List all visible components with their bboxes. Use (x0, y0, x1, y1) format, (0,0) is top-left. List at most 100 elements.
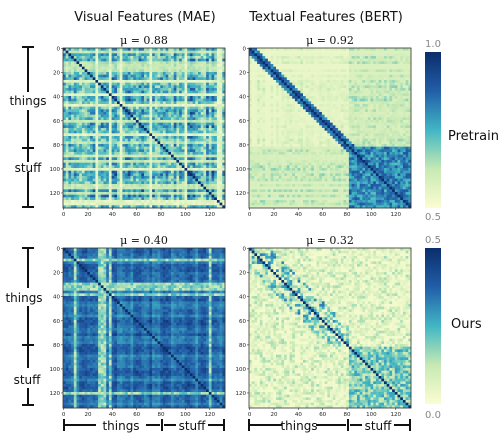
heatmap-cell (76, 125, 80, 129)
heatmap-cell (149, 56, 153, 59)
heatmap-cell (208, 168, 212, 171)
heatmap-cell (397, 56, 401, 59)
heatmap-cell (365, 101, 369, 105)
heatmap-cell (206, 114, 210, 118)
heatmap-cell (133, 64, 137, 67)
heatmap-cell (284, 50, 288, 54)
heatmap-cell (127, 144, 131, 147)
heatmap-cell (98, 170, 102, 174)
heatmap-cell (321, 104, 325, 107)
heatmap-cell (122, 157, 126, 161)
heatmap-cell (160, 194, 164, 198)
heatmap-cell (335, 72, 339, 75)
heatmap-cell (176, 176, 180, 179)
heatmap-cell (92, 181, 96, 185)
heatmap-cell (146, 157, 150, 161)
heatmap-cell (63, 160, 66, 163)
heatmap-cell (79, 186, 83, 190)
heatmap-cell (144, 72, 147, 75)
heatmap-cell (135, 53, 139, 57)
heatmap-cell (187, 80, 191, 83)
heatmap-cell (216, 48, 220, 51)
heatmap-cell (144, 114, 147, 118)
heatmap-cell (114, 69, 118, 73)
heatmap-cell (297, 69, 301, 73)
heatmap-cell (189, 192, 193, 195)
heatmap-cell (259, 85, 263, 89)
heatmap-cell (103, 149, 107, 153)
heatmap-cell (184, 125, 188, 129)
heatmap-cell (214, 125, 218, 129)
heatmap-cell (192, 160, 196, 163)
heatmap-cell (348, 93, 352, 97)
heatmap-cell (321, 58, 325, 62)
heatmap-cell (117, 69, 120, 73)
heatmap-cell (179, 202, 183, 206)
heatmap-cell (63, 130, 66, 134)
heatmap-cell (168, 125, 172, 129)
heatmap-cell (262, 85, 266, 89)
heatmap-cell (68, 152, 72, 155)
heatmap-cell (346, 56, 350, 59)
heatmap-cell (346, 74, 350, 78)
heatmap-cell (90, 120, 93, 123)
heatmap-cell (198, 192, 201, 195)
heatmap-cell (117, 189, 120, 193)
heatmap-cell (273, 96, 277, 99)
heatmap-cell (189, 170, 193, 174)
heatmap-cell (103, 202, 107, 206)
heatmap-cell (133, 122, 137, 126)
heatmap-cell (138, 93, 142, 97)
heatmap-cell (92, 125, 96, 129)
heatmap-cell (68, 149, 72, 153)
heatmap-cell (324, 90, 328, 94)
heatmap-cell (165, 106, 169, 110)
heatmap-cell (63, 53, 66, 57)
heatmap-cell (214, 154, 218, 158)
heatmap-cell (187, 157, 191, 161)
heatmap-cell (375, 82, 379, 86)
heatmap-cell (162, 130, 166, 134)
heatmap-cell (173, 141, 177, 145)
heatmap-cell (119, 80, 123, 83)
heatmap-cell (330, 74, 333, 78)
heatmap-cell (141, 200, 145, 203)
heatmap-cell (208, 152, 212, 155)
heatmap-cell (373, 98, 377, 102)
heatmap-cell (111, 149, 115, 153)
heatmap-cell (198, 56, 201, 59)
heatmap-cell (381, 96, 385, 99)
heatmap-cell (125, 205, 129, 209)
heatmap-cell (162, 69, 166, 73)
heatmap-cell (76, 192, 80, 195)
heatmap-cell (133, 184, 137, 187)
heatmap-cell (198, 109, 201, 113)
heatmap-cell (84, 165, 88, 169)
heatmap-cell (311, 88, 315, 91)
heatmap-cell (111, 66, 115, 70)
heatmap-cell (141, 160, 145, 163)
heatmap-cell (251, 48, 255, 51)
heatmap-cell (281, 104, 285, 107)
heatmap-cell (114, 138, 118, 142)
heatmap-cell (184, 136, 188, 139)
heatmap-cell (195, 61, 199, 65)
heatmap-cell (400, 48, 404, 51)
heatmap-cell (316, 82, 320, 86)
heatmap-cell (211, 109, 215, 113)
heatmap-cell (402, 104, 406, 107)
heatmap-cell (370, 96, 374, 99)
heatmap-cell (184, 186, 188, 190)
heatmap-cell (251, 50, 255, 54)
heatmap-cell (259, 88, 263, 91)
heatmap-cell (68, 98, 72, 102)
heatmap-cell (141, 184, 145, 187)
heatmap-cell (95, 125, 99, 129)
heatmap-cell (100, 85, 104, 89)
heatmap-cell (359, 104, 363, 107)
heatmap-cell (262, 80, 266, 83)
heatmap-cell (65, 197, 69, 201)
heatmap-cell (313, 48, 317, 51)
heatmap-cell (273, 50, 277, 54)
heatmap-cell (141, 85, 145, 89)
